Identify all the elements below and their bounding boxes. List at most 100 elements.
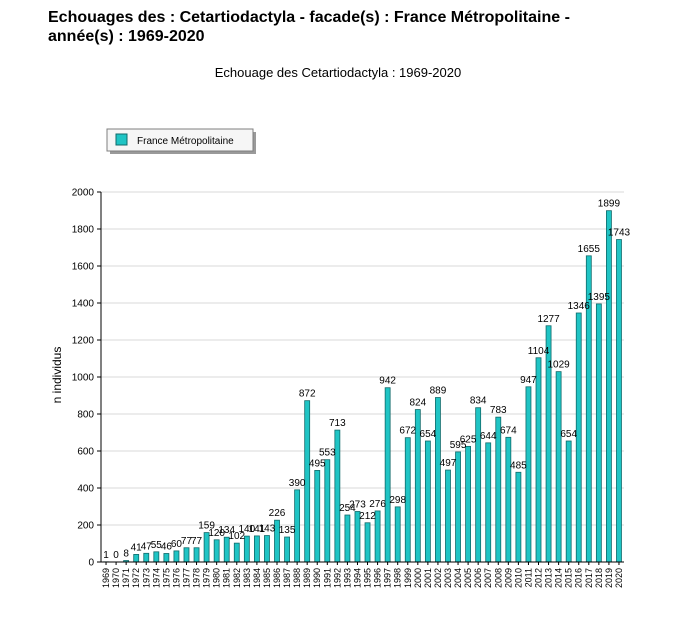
page-title-line-1: Echouages des : Cetartiodactyla - facade… [48, 9, 570, 26]
data-label: 254 [339, 503, 356, 514]
x-tick-label: 2013 [544, 568, 554, 588]
data-label: 497 [440, 458, 457, 469]
x-tick-label: 1972 [131, 568, 141, 588]
y-tick-label: 2000 [72, 188, 95, 199]
data-label: 1899 [598, 199, 621, 210]
data-label: 102 [228, 531, 245, 542]
bar [515, 471, 522, 563]
bar [505, 436, 512, 563]
bar [133, 554, 140, 563]
bar [233, 542, 240, 563]
data-label: 390 [289, 478, 306, 489]
legend-label: France Métropolitaine [137, 136, 234, 147]
data-label: 595 [450, 440, 467, 451]
bar [213, 539, 220, 563]
data-label: 1277 [537, 314, 560, 325]
bar [173, 550, 180, 563]
data-label: 135 [279, 525, 296, 536]
bar [344, 514, 351, 563]
data-label: 141 [249, 524, 266, 535]
bar [364, 522, 371, 563]
x-tick-label: 1997 [383, 568, 393, 588]
data-label: 140 [238, 524, 255, 535]
bar [143, 552, 150, 563]
x-tick-label: 1979 [202, 568, 212, 588]
x-tick-label: 1998 [393, 568, 403, 588]
x-tick-label: 1973 [141, 568, 151, 588]
data-label: 834 [470, 396, 487, 407]
page-title: Echouages des : Cetartiodactyla - facade… [48, 8, 668, 46]
x-tick-label: 1987 [282, 568, 292, 588]
x-tick-label: 2009 [503, 568, 513, 588]
bar [284, 536, 290, 563]
bar [183, 547, 190, 563]
data-label: 226 [269, 508, 286, 519]
data-label: 783 [490, 405, 507, 416]
page-title-line-2: année(s) : 1969-2020 [48, 28, 205, 45]
data-label: 60 [171, 539, 183, 550]
x-tick-label: 2012 [534, 568, 544, 588]
x-tick-label: 1985 [262, 568, 272, 588]
data-label: 159 [198, 521, 215, 532]
bar [384, 387, 391, 563]
data-label: 298 [389, 495, 406, 506]
data-label: 8 [123, 549, 129, 560]
bar [445, 469, 451, 563]
x-tick-label: 1991 [322, 568, 332, 588]
x-tick-label: 1983 [242, 568, 252, 588]
x-tick-label: 1977 [181, 568, 191, 588]
x-tick-label: 2001 [423, 568, 433, 588]
bar [555, 371, 562, 563]
x-tick-label: 2007 [483, 568, 493, 588]
x-tick-label: 2006 [473, 568, 483, 588]
data-label: 77 [181, 536, 193, 547]
chart-title: Echouage des Cetartiodactyla : 1969-2020 [215, 65, 461, 80]
data-label: 495 [309, 458, 326, 469]
x-tick-label: 1989 [302, 568, 312, 588]
data-label: 947 [520, 375, 537, 386]
x-tick-label: 1993 [342, 568, 352, 588]
x-tick-label: 2000 [413, 568, 423, 588]
x-tick-label: 2004 [453, 568, 463, 588]
x-tick-label: 1978 [192, 568, 202, 588]
axes: 0200400600800100012001400160018002000196… [72, 188, 624, 588]
x-tick-label: 1984 [252, 568, 262, 588]
y-tick-label: 1200 [72, 336, 95, 347]
data-label: 672 [399, 426, 416, 437]
data-label: 713 [329, 418, 346, 429]
data-label: 824 [409, 398, 426, 409]
x-tick-label: 2010 [513, 568, 523, 588]
x-tick-label: 2002 [433, 568, 443, 588]
bar [525, 386, 532, 563]
x-tick-label: 2016 [574, 568, 584, 588]
data-label: 134 [218, 525, 235, 536]
bar [193, 547, 200, 563]
data-label: 1743 [608, 228, 631, 239]
x-tick-label: 1980 [212, 568, 222, 588]
x-tick-label: 1988 [292, 568, 302, 588]
x-tick-label: 2018 [594, 568, 604, 588]
data-label: 644 [480, 431, 497, 442]
data-label: 77 [191, 536, 203, 547]
y-tick-label: 1600 [72, 262, 95, 273]
bar [485, 442, 492, 563]
x-tick-label: 1996 [373, 568, 383, 588]
bar [264, 535, 270, 563]
data-label: 942 [379, 376, 396, 387]
x-tick-label: 2011 [523, 568, 533, 587]
bar [616, 239, 622, 563]
bar [424, 440, 431, 563]
x-tick-label: 2014 [554, 568, 564, 588]
data-label: 553 [319, 448, 336, 459]
bar [606, 210, 612, 563]
data-label: 654 [420, 429, 437, 440]
y-tick-label: 1400 [72, 299, 95, 310]
data-label: 674 [500, 425, 517, 436]
data-label: 625 [460, 434, 477, 445]
bar [465, 445, 472, 563]
x-tick-label: 1976 [171, 568, 181, 588]
bar [595, 303, 602, 563]
data-label: 120 [208, 528, 225, 539]
data-labels: 1 0 84147554660777715912013410214014114322… [103, 199, 630, 561]
